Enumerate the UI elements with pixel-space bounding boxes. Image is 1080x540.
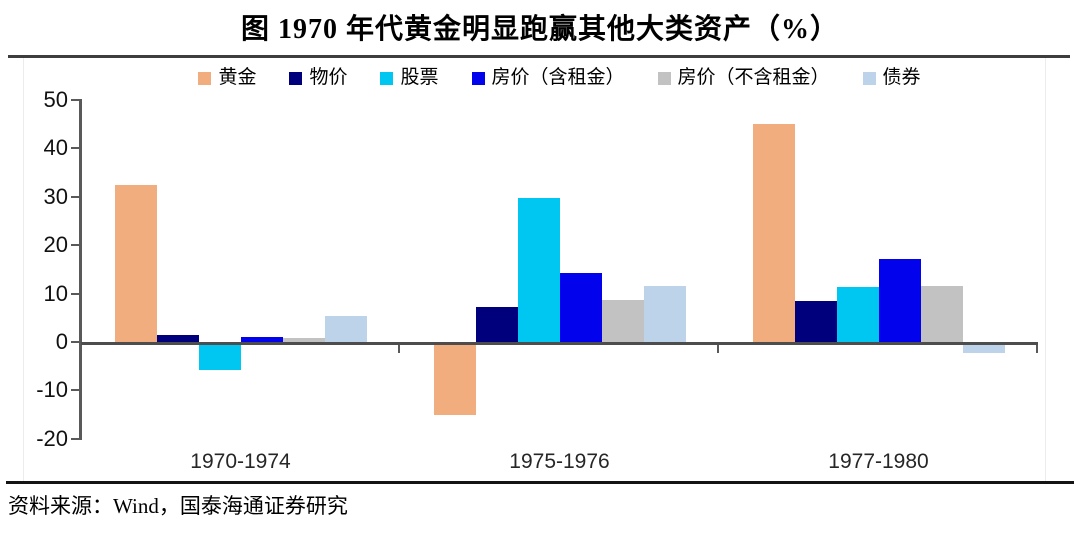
legend-swatch-gold-icon (198, 71, 212, 85)
top-divider (8, 55, 1070, 58)
y-axis-label: 30 (43, 183, 68, 209)
bottom-divider (6, 481, 1074, 484)
bar-cpi-1970-1974 (156, 334, 199, 343)
y-axis-tick (71, 147, 80, 150)
bar-stocks-1975-1976 (517, 198, 560, 343)
y-axis-tick (71, 98, 80, 101)
y-axis-line (79, 99, 82, 440)
bar-house-excl-rent-1970-1974 (282, 338, 325, 343)
legend-item-gold: 黄金 (198, 67, 256, 89)
bar-gold-1977-1980 (752, 123, 795, 343)
y-axis-label: 40 (43, 135, 68, 161)
bar-gold-1970-1974 (114, 185, 157, 343)
x-axis-label-1975-1976: 1975-1976 (509, 450, 610, 473)
y-axis-label: 0 (55, 329, 68, 354)
bar-bonds-1977-1980 (962, 343, 1005, 353)
legend-item-bonds: 债券 (862, 67, 921, 89)
y-axis-tick (71, 389, 80, 392)
x-axis-tick (398, 345, 400, 353)
y-axis-tick (71, 341, 80, 343)
bar-house-excl-rent-1977-1980 (920, 285, 963, 343)
legend-label-house-incl-rent: 房价（含租金） (491, 67, 625, 88)
legend-label-stocks: 股票 (400, 67, 439, 88)
legend-swatch-bonds-icon (862, 71, 876, 85)
chart-right-border (1045, 58, 1046, 481)
bar-house-excl-rent-1975-1976 (601, 300, 644, 343)
y-axis-tick (71, 437, 80, 440)
bar-stocks-1970-1974 (198, 343, 241, 370)
x-axis-tick (717, 345, 719, 353)
legend-item-house-incl-rent: 房价（含租金） (471, 67, 625, 89)
legend-swatch-house-incl-rent-icon (471, 71, 485, 85)
bar-cpi-1975-1976 (475, 307, 518, 343)
page-title: 图 1970 年代黄金明显跑赢其他大类资产（%） (240, 14, 839, 45)
y-axis-tick (71, 244, 80, 247)
y-axis-label: -20 (36, 425, 68, 451)
legend-item-stocks: 股票 (380, 67, 439, 89)
legend-item-cpi: 物价 (289, 67, 347, 89)
legend: 黄金 物价 股票 房价（含租金） 房价（不含租金） 债券 (81, 66, 1038, 90)
legend-label-bonds: 债券 (882, 67, 921, 88)
legend-swatch-house-excl-rent-icon (657, 71, 671, 85)
bar-house-incl-rent-1975-1976 (559, 272, 602, 343)
legend-swatch-cpi-icon (289, 71, 303, 85)
y-axis-label: 20 (43, 232, 68, 258)
source-note: 资料来源：Wind，国泰海通证券研究 (8, 494, 348, 518)
bar-stocks-1977-1980 (836, 286, 879, 343)
y-axis-tick (71, 292, 80, 295)
x-axis-label-1977-1980: 1977-1980 (828, 450, 929, 473)
legend-label-gold: 黄金 (218, 67, 257, 88)
y-axis-label: 10 (43, 280, 68, 306)
legend-label-house-excl-rent: 房价（不含租金） (677, 67, 830, 88)
y-axis-label: 50 (43, 86, 68, 112)
legend-label-cpi: 物价 (309, 67, 348, 88)
legend-swatch-stocks-icon (380, 71, 394, 85)
chart-left-border (23, 58, 24, 481)
x-axis-label-1970-1974: 1970-1974 (190, 450, 291, 473)
bar-cpi-1977-1980 (794, 301, 837, 343)
legend-item-house-excl-rent: 房价（不含租金） (657, 67, 830, 89)
bar-bonds-1975-1976 (643, 285, 686, 343)
x-axis-line (81, 342, 1038, 345)
x-axis-tick (1036, 345, 1038, 353)
bar-house-incl-rent-1977-1980 (878, 259, 921, 343)
y-axis-label: -10 (36, 377, 68, 403)
y-axis-tick (71, 195, 80, 198)
bar-gold-1975-1976 (433, 343, 476, 416)
bar-bonds-1970-1974 (324, 316, 367, 343)
bar-house-incl-rent-1970-1974 (240, 336, 283, 343)
